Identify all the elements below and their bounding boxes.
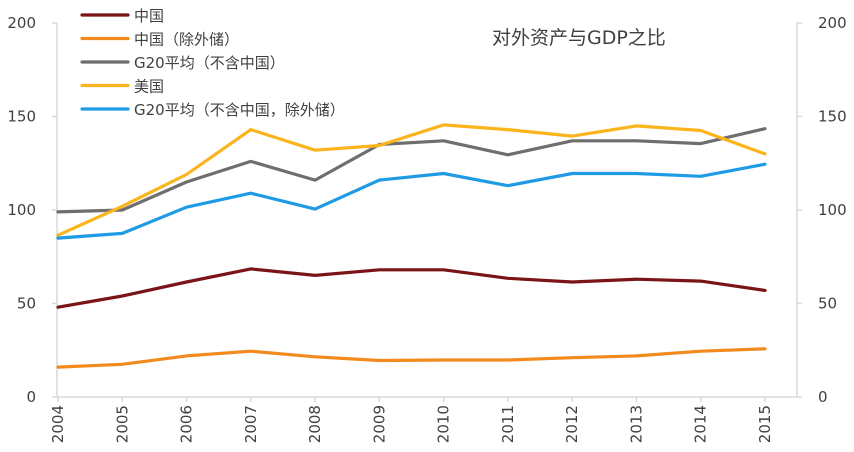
y-tick-label-left: 0 — [26, 388, 36, 406]
x-tick-label: 2007 — [242, 405, 260, 443]
series-line — [56, 123, 767, 237]
chart-title: 对外资产与GDP之比 — [492, 27, 666, 49]
series-line — [56, 162, 767, 240]
y-tick-label-right: 150 — [818, 108, 847, 126]
legend-label: G20平均（不含中国） — [134, 54, 285, 72]
series-line — [56, 347, 767, 369]
y-tick-label-left: 200 — [7, 14, 36, 32]
legend-label: 中国（除外储） — [134, 31, 239, 49]
y-tick-label-right: 50 — [818, 295, 837, 313]
y-tick-label-right: 100 — [818, 201, 847, 219]
series-line — [56, 127, 767, 214]
chart-axes: 0 50 100 150 200 0 50 100 150 200 2004 2005 2006 2007… — [7, 14, 846, 443]
x-tick-label: 2010 — [435, 405, 453, 443]
x-tick-label: 2015 — [756, 405, 774, 443]
y-tick-label-left: 50 — [17, 295, 36, 313]
y-tick-label-right: 0 — [818, 388, 828, 406]
y-tick-label-right: 200 — [818, 14, 847, 32]
legend-label: 中国 — [134, 7, 164, 25]
x-tick-label: 2009 — [370, 405, 388, 443]
y-tick-label-left: 100 — [7, 201, 36, 219]
x-tick-label: 2008 — [306, 405, 324, 443]
chart-series-lines — [56, 123, 767, 369]
y-tick-label-left: 150 — [7, 108, 36, 126]
x-tick-label: 2014 — [692, 405, 710, 443]
x-tick-label: 2004 — [49, 405, 67, 443]
series-line — [56, 267, 767, 309]
x-tick-label: 2006 — [178, 405, 196, 443]
x-tick-label: 2012 — [563, 405, 581, 443]
x-tick-label: 2005 — [113, 405, 131, 443]
legend-label: 美国 — [134, 78, 164, 96]
x-tick-label: 2011 — [499, 405, 517, 443]
legend-label: G20平均（不含中国，除外储） — [134, 101, 345, 119]
x-tick-label: 2013 — [627, 405, 645, 443]
